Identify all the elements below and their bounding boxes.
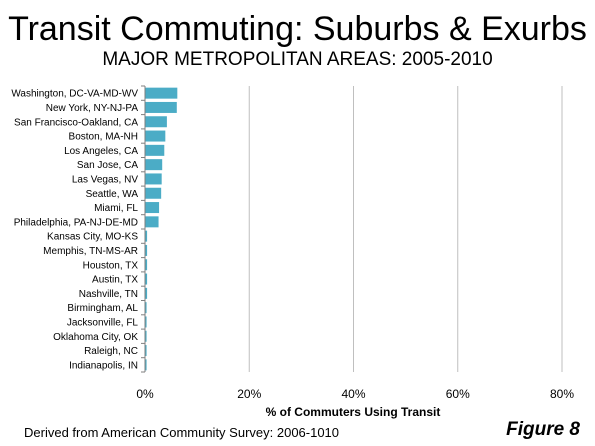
category-label: Austin, TX — [92, 275, 138, 286]
bar — [145, 345, 147, 357]
category-labels: Washington, DC-VA-MD-WV New York, NY-NJ-P… — [11, 89, 138, 372]
chart-title: Transit Commuting: Suburbs & Exurbs — [8, 10, 587, 48]
bar — [145, 144, 165, 156]
x-tick-label: 80% — [550, 387, 574, 401]
source-note: Derived from American Community Survey: … — [24, 425, 340, 440]
axes — [141, 85, 146, 373]
bar — [145, 130, 166, 142]
category-label: Raleigh, NC — [84, 346, 138, 357]
category-label: San Jose, CA — [77, 160, 138, 171]
category-label: Houston, TX — [83, 260, 139, 271]
category-label: Seattle, WA — [86, 189, 139, 200]
x-tick-label: 20% — [237, 387, 261, 401]
bar — [145, 316, 147, 328]
bar-series — [145, 87, 178, 371]
category-label: Philadelphia, PA-NJ-DE-MD — [14, 217, 138, 228]
x-tick-labels: 0% 20% 40% 60% 80% — [136, 387, 574, 401]
category-label: Memphis, TN-MS-AR — [43, 246, 138, 257]
figure-label: Figure 8 — [506, 419, 580, 440]
bar — [145, 302, 147, 314]
bar — [145, 330, 147, 342]
x-tick-label: 0% — [136, 387, 154, 401]
bar — [145, 216, 159, 228]
bar — [145, 244, 148, 256]
bar — [145, 230, 148, 242]
category-label: Birmingham, AL — [67, 303, 138, 314]
bar — [145, 202, 160, 214]
gridlines — [248, 86, 563, 372]
bar — [145, 287, 148, 299]
x-tick-label: 60% — [446, 387, 470, 401]
bar — [145, 359, 147, 371]
category-label: Boston, MA-NH — [69, 132, 138, 143]
bar — [145, 173, 162, 185]
category-label: Miami, FL — [94, 203, 138, 214]
x-tick-label: 40% — [341, 387, 365, 401]
category-label: Nashville, TN — [79, 289, 138, 300]
category-label: Los Angeles, CA — [64, 146, 138, 157]
bar — [145, 116, 167, 128]
bar — [145, 187, 162, 199]
bar — [145, 87, 178, 99]
category-label: Jacksonville, FL — [67, 317, 139, 328]
category-label: Kansas City, MO-KS — [47, 232, 138, 243]
bar — [145, 259, 148, 271]
category-label: Oklahoma City, OK — [53, 332, 138, 343]
category-label: Washington, DC-VA-MD-WV — [11, 89, 138, 100]
bar — [145, 273, 148, 285]
category-label: Las Vegas, NV — [72, 174, 138, 185]
bar — [145, 101, 177, 113]
category-label: New York, NY-NJ-PA — [46, 103, 139, 114]
bar — [145, 159, 163, 171]
chart-subtitle: MAJOR METROPOLITAN AREAS: 2005-2010 — [102, 49, 493, 70]
category-label: Indianapolis, IN — [69, 360, 138, 371]
x-axis-label: % of Commuters Using Transit — [266, 405, 441, 419]
category-label: San Francisco-Oakland, CA — [14, 117, 138, 128]
